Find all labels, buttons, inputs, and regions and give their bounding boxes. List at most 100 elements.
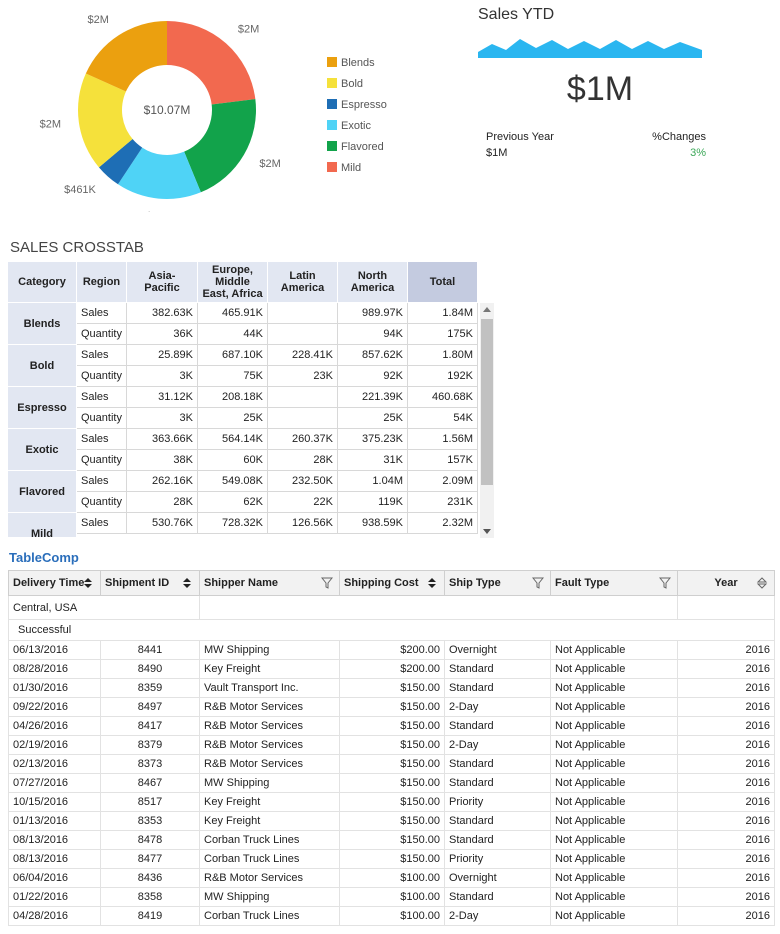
table-cell: Standard bbox=[445, 831, 551, 850]
data-label: $461K bbox=[64, 184, 96, 196]
table-cell: 08/28/2016 bbox=[8, 660, 101, 679]
table-cell: 8419 bbox=[101, 907, 200, 926]
value-cell: 460.68K bbox=[408, 387, 478, 408]
table: Delivery Time Shipment ID Shipper Name Ship… bbox=[0, 570, 780, 934]
legend-label: Bold bbox=[341, 78, 363, 90]
table-cell: Overnight bbox=[445, 641, 551, 660]
value-cell: 54K bbox=[408, 408, 478, 429]
value-cell: 175K bbox=[408, 324, 478, 345]
table-cell: Corban Truck Lines bbox=[200, 850, 340, 869]
table-cell: $150.00 bbox=[340, 717, 445, 736]
table-cell: 2016 bbox=[678, 869, 775, 888]
value-cell bbox=[268, 408, 338, 429]
table-cell: Not Applicable bbox=[551, 698, 678, 717]
table-cell: 2016 bbox=[678, 736, 775, 755]
column-header[interactable]: Shipment ID bbox=[101, 570, 200, 596]
header-text: Delivery Time bbox=[13, 577, 85, 589]
sort-icon[interactable] bbox=[426, 577, 438, 589]
scroll-thumb[interactable] bbox=[481, 319, 493, 485]
value-cell bbox=[268, 324, 338, 345]
value-cell: 208.18K bbox=[198, 387, 268, 408]
category-cell: Flavored bbox=[8, 471, 77, 513]
table-cell: R&B Motor Services bbox=[200, 698, 340, 717]
table-cell: Standard bbox=[445, 717, 551, 736]
value-cell: 31.12K bbox=[127, 387, 198, 408]
kpi-value: $1M bbox=[566, 70, 634, 108]
column-header: Europe, Middle East, Africa bbox=[198, 262, 268, 303]
table-cell: Priority bbox=[445, 850, 551, 869]
header-text: Shipping Cost bbox=[344, 577, 419, 589]
table-cell: 8478 bbox=[101, 831, 200, 850]
table-cell: 04/28/2016 bbox=[8, 907, 101, 926]
legend-label: Blends bbox=[341, 57, 375, 69]
column-header[interactable]: Fault Type bbox=[551, 570, 678, 596]
legend-label: Exotic bbox=[341, 120, 371, 132]
table-cell: $150.00 bbox=[340, 774, 445, 793]
crosstab-body: Blends Sales 382.63K 465.91K 989.97K 1.84M Qua… bbox=[8, 303, 480, 537]
group-row bbox=[200, 596, 678, 620]
filter-icon[interactable] bbox=[321, 577, 333, 589]
table-title: TableComp bbox=[9, 550, 79, 565]
table-cell: 2-Day bbox=[445, 907, 551, 926]
table-cell: Not Applicable bbox=[551, 679, 678, 698]
table-cell: 8358 bbox=[101, 888, 200, 907]
column-header[interactable]: Delivery Time bbox=[8, 570, 101, 596]
value-cell: 530.76K bbox=[127, 513, 198, 534]
table-cell: 02/19/2016 bbox=[8, 736, 101, 755]
table-cell: Standard bbox=[445, 660, 551, 679]
column-header[interactable]: Shipping Cost bbox=[340, 570, 445, 596]
column-header[interactable]: Shipper Name bbox=[200, 570, 340, 596]
center-label: $10.07M bbox=[144, 103, 191, 117]
table-cell: Key Freight bbox=[200, 812, 340, 831]
scroll-down[interactable] bbox=[483, 529, 491, 534]
value-cell: 44K bbox=[198, 324, 268, 345]
measure-cell: Quantity bbox=[77, 450, 127, 471]
kpi-change-value: 3% bbox=[690, 147, 706, 159]
filter-icon[interactable] bbox=[659, 577, 671, 589]
measure-cell: Sales bbox=[77, 429, 127, 450]
sort-icon[interactable] bbox=[181, 577, 193, 589]
header-text: Year bbox=[714, 577, 738, 589]
value-cell: 23K bbox=[268, 366, 338, 387]
column-header: Asia-Pacific bbox=[127, 262, 198, 303]
table-cell: Not Applicable bbox=[551, 907, 678, 926]
donut-slice bbox=[167, 21, 256, 105]
value-cell: 60K bbox=[198, 450, 268, 471]
table-cell: Standard bbox=[445, 755, 551, 774]
filter-icon[interactable] bbox=[532, 577, 544, 589]
column-header[interactable]: Ship Type bbox=[445, 570, 551, 596]
table-cell: $150.00 bbox=[340, 698, 445, 717]
value-cell: 564.14K bbox=[198, 429, 268, 450]
table-cell: 02/13/2016 bbox=[8, 755, 101, 774]
measure-cell: Sales bbox=[77, 513, 127, 534]
column-header: Region bbox=[77, 262, 127, 303]
data-label: $2M bbox=[40, 119, 61, 131]
data-label: $2M bbox=[146, 210, 167, 212]
table-cell: $150.00 bbox=[340, 793, 445, 812]
scrollbar[interactable] bbox=[480, 303, 494, 538]
table-cell: Overnight bbox=[445, 869, 551, 888]
crosstab-title: SALES CROSSTAB bbox=[10, 239, 144, 256]
table-cell: Not Applicable bbox=[551, 831, 678, 850]
scroll-up[interactable] bbox=[483, 307, 491, 312]
value-cell: 2.32M bbox=[408, 513, 478, 534]
donut-slice bbox=[117, 147, 201, 200]
column-header: Category bbox=[8, 262, 77, 303]
value-cell: 857.62K bbox=[338, 345, 408, 366]
table-cell: Not Applicable bbox=[551, 793, 678, 812]
value-cell: 989.97K bbox=[338, 303, 408, 324]
legend-label: Espresso bbox=[341, 99, 387, 111]
sort-icon[interactable] bbox=[82, 577, 94, 589]
value-cell: 232.50K bbox=[268, 471, 338, 492]
column-header[interactable]: Year bbox=[678, 570, 775, 596]
legend-swatch bbox=[327, 99, 337, 109]
sort-outline-icon[interactable] bbox=[756, 577, 768, 589]
table-cell: Standard bbox=[445, 888, 551, 907]
donut-slice bbox=[85, 21, 167, 92]
value-cell: 192K bbox=[408, 366, 478, 387]
value-cell: 1.56M bbox=[408, 429, 478, 450]
table-cell: Corban Truck Lines bbox=[200, 907, 340, 926]
table-cell: 06/04/2016 bbox=[8, 869, 101, 888]
value-cell: 25.89K bbox=[127, 345, 198, 366]
